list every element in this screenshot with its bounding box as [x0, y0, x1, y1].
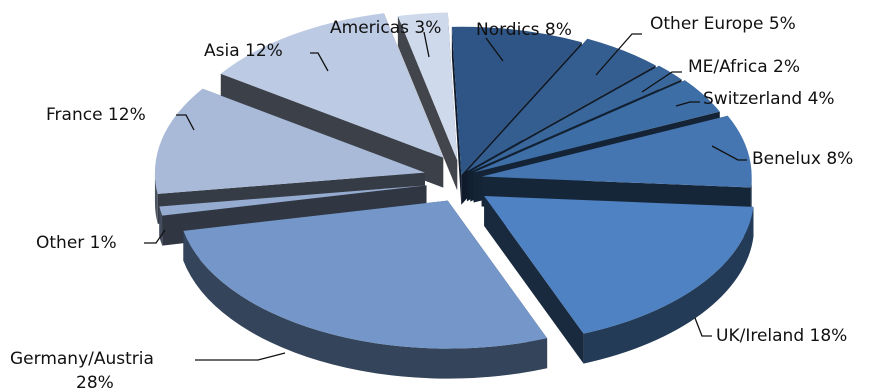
slice-france [154, 88, 425, 194]
slice-benelux [481, 115, 752, 188]
slice-edge-uk-ireland-1 [484, 195, 584, 364]
slice-me-africa [470, 65, 682, 172]
slice-edge-other-1 [159, 185, 427, 237]
data-label-americas: Americas 3% [330, 18, 441, 38]
data-label-asia: Asia 12% [204, 41, 283, 61]
data-label-germany-austria: Germany/Austria [10, 349, 154, 369]
slice-side-france [154, 172, 158, 224]
leader-other [144, 229, 166, 244]
data-label-france: France 12% [46, 105, 146, 125]
slice-side-uk-ireland [583, 206, 754, 364]
slice-other-europe [466, 38, 656, 172]
leader-asia [310, 52, 329, 72]
data-label-me-africa: ME/Africa 2% [688, 57, 800, 77]
slice-other [159, 185, 427, 216]
slice-edge-americas-0 [397, 15, 458, 191]
leader-americas [423, 31, 430, 58]
leader-france [176, 114, 195, 131]
leader-lines [144, 31, 747, 361]
leader-switzerland [675, 101, 700, 107]
data-label-other-europe: Other Europe 5% [650, 14, 796, 34]
slice-nordics [451, 26, 582, 175]
leader-me-africa [641, 71, 682, 93]
slice-americas [397, 12, 458, 161]
data-label-benelux: Benelux 8% [752, 149, 853, 169]
leader-uk-ireland [694, 317, 712, 337]
data-label-switzerland: Switzerland 4% [703, 89, 835, 109]
pie-tops [154, 12, 754, 349]
data-label-uk-ireland: UK/Ireland 18% [716, 326, 847, 346]
slice-switzerland [473, 80, 720, 173]
leader-other-europe [595, 33, 642, 76]
slice-uk-ireland [484, 195, 754, 334]
leader-benelux [711, 145, 747, 161]
data-label-other: Other 1% [36, 233, 117, 253]
slice-edge-nordics-0 [451, 26, 462, 205]
data-label-germany-austria-percent: 28% [76, 373, 114, 392]
data-label-nordics: Nordics 8% [476, 20, 572, 40]
leader-nordics [485, 37, 504, 62]
slice-asia [220, 13, 444, 158]
leader-germany-austria [195, 352, 286, 361]
slice-germany-austria [183, 200, 548, 349]
data-labels: Nordics 8% Other Europe 5% ME/Africa 2% … [10, 14, 853, 392]
slice-side-germany-austria [183, 230, 548, 379]
